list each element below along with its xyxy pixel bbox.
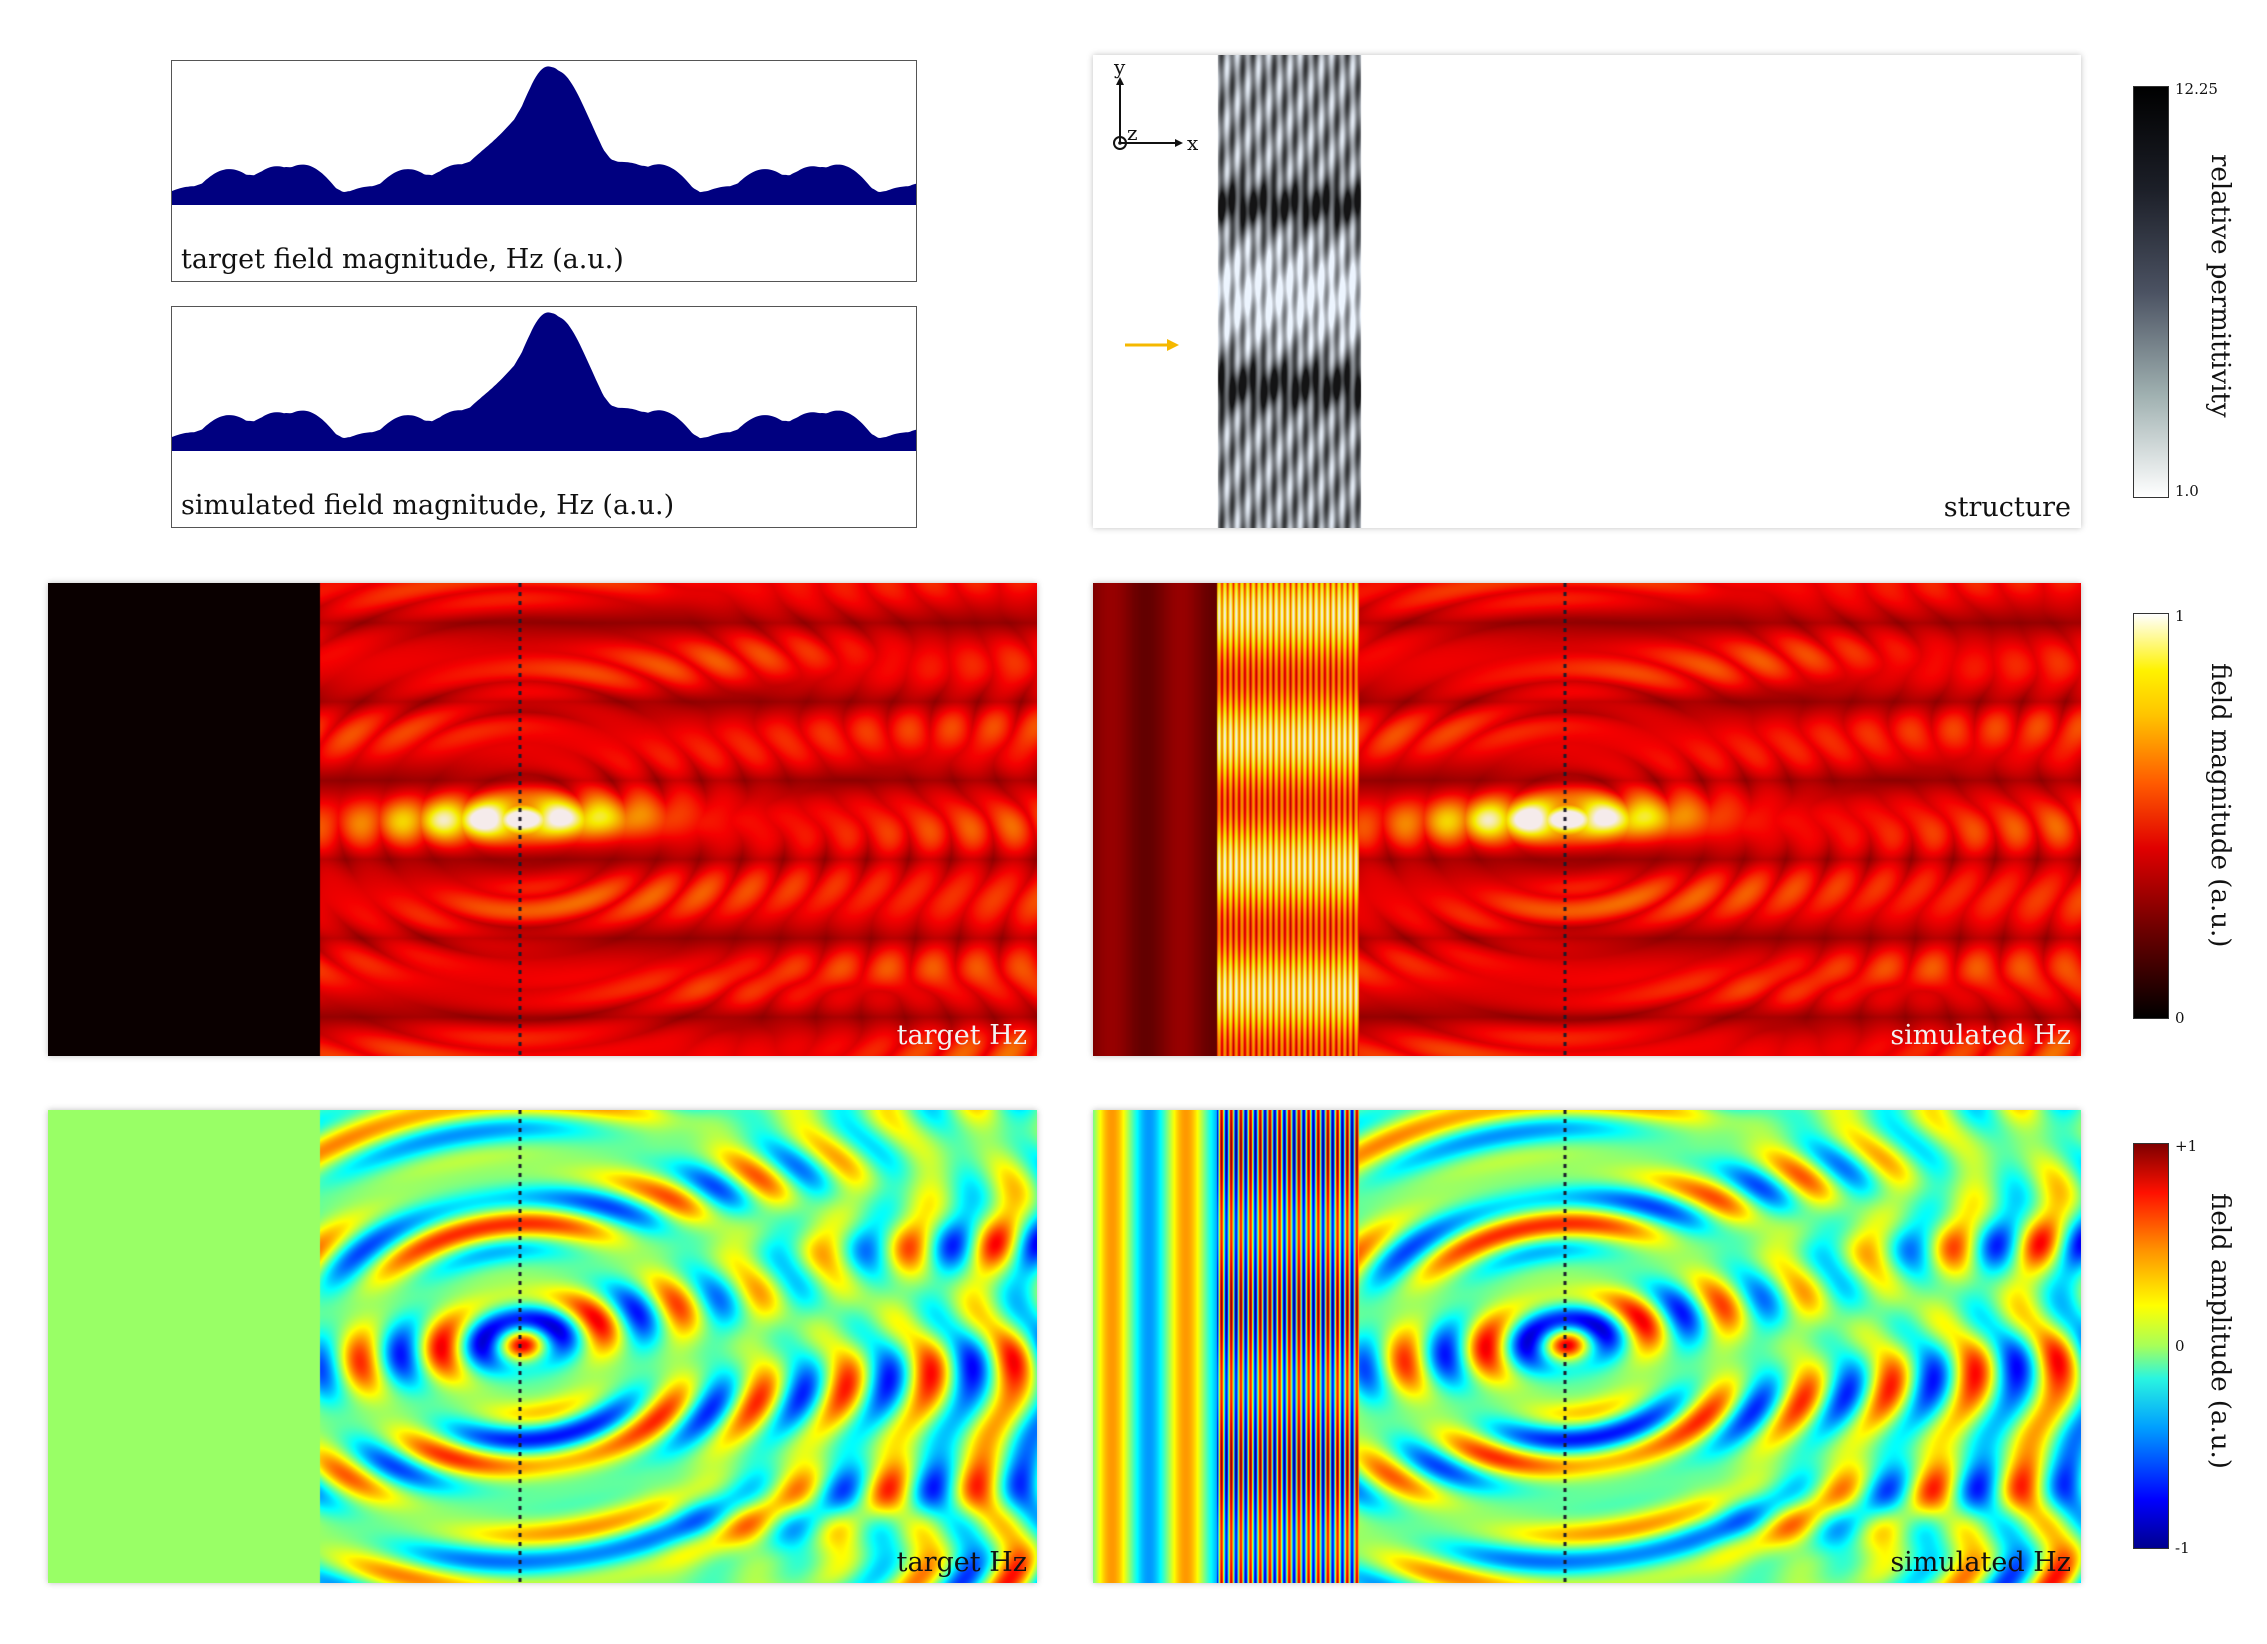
amplitude-mid-tick: 0 xyxy=(2175,1337,2185,1355)
amplitude-title: field amplitude (a.u.) xyxy=(2205,1193,2235,1469)
simulated-magnitude-map xyxy=(1093,583,2081,1056)
simulated-amplitude-map xyxy=(1093,1110,2081,1583)
target-profile-curve xyxy=(172,66,916,206)
target-magnitude-panel: target Hz xyxy=(48,583,1037,1056)
permittivity-title: relative permittivity xyxy=(2205,154,2235,418)
target-magnitude-label: target Hz xyxy=(896,1020,1027,1051)
simulated-magnitude-panel: simulated Hz xyxy=(1093,583,2081,1056)
simulated-amplitude-label: simulated Hz xyxy=(1890,1547,2071,1578)
target-profile-caption: target field magnitude, Hz (a.u.) xyxy=(181,244,624,275)
source-arrow-icon xyxy=(1125,339,1179,351)
magnitude-min-tick: 0 xyxy=(2175,1009,2185,1027)
simulated-profile-curve xyxy=(172,312,916,451)
magnitude-max-tick: 1 xyxy=(2175,607,2185,625)
simulated-profile-plot: simulated field magnitude, Hz (a.u.) xyxy=(171,306,917,528)
simulated-magnitude-label: simulated Hz xyxy=(1890,1020,2071,1051)
coordinate-axes-icon: y z x xyxy=(1107,55,1198,155)
target-amplitude-panel: target Hz xyxy=(48,1110,1037,1583)
axis-x-label: x xyxy=(1187,131,1199,155)
target-profile-plot: target field magnitude, Hz (a.u.) xyxy=(171,60,917,282)
axis-y-label: y xyxy=(1114,55,1126,79)
structure-panel: y z x structure xyxy=(1093,55,2081,528)
simulated-profile-caption: simulated field magnitude, Hz (a.u.) xyxy=(181,490,675,521)
permittivity-min-tick: 1.0 xyxy=(2175,482,2199,500)
amplitude-min-tick: -1 xyxy=(2175,1539,2190,1557)
profile-fill xyxy=(172,66,916,206)
structure-label: structure xyxy=(1943,492,2071,523)
target-amplitude-label: target Hz xyxy=(896,1547,1027,1578)
profile-fill xyxy=(172,312,916,451)
permittivity-max-tick: 12.25 xyxy=(2175,80,2218,98)
target-magnitude-map xyxy=(48,583,1037,1056)
axis-z-label: z xyxy=(1127,121,1138,145)
amplitude-max-tick: +1 xyxy=(2175,1137,2198,1155)
amplitude-gradient xyxy=(2133,1143,2169,1549)
permittivity-gradient xyxy=(2133,86,2169,498)
target-amplitude-map xyxy=(48,1110,1037,1583)
magnitude-gradient xyxy=(2133,613,2169,1019)
simulated-amplitude-panel: simulated Hz xyxy=(1093,1110,2081,1583)
permittivity-map xyxy=(1093,55,2081,528)
magnitude-title: field magnitude (a.u.) xyxy=(2205,663,2235,948)
